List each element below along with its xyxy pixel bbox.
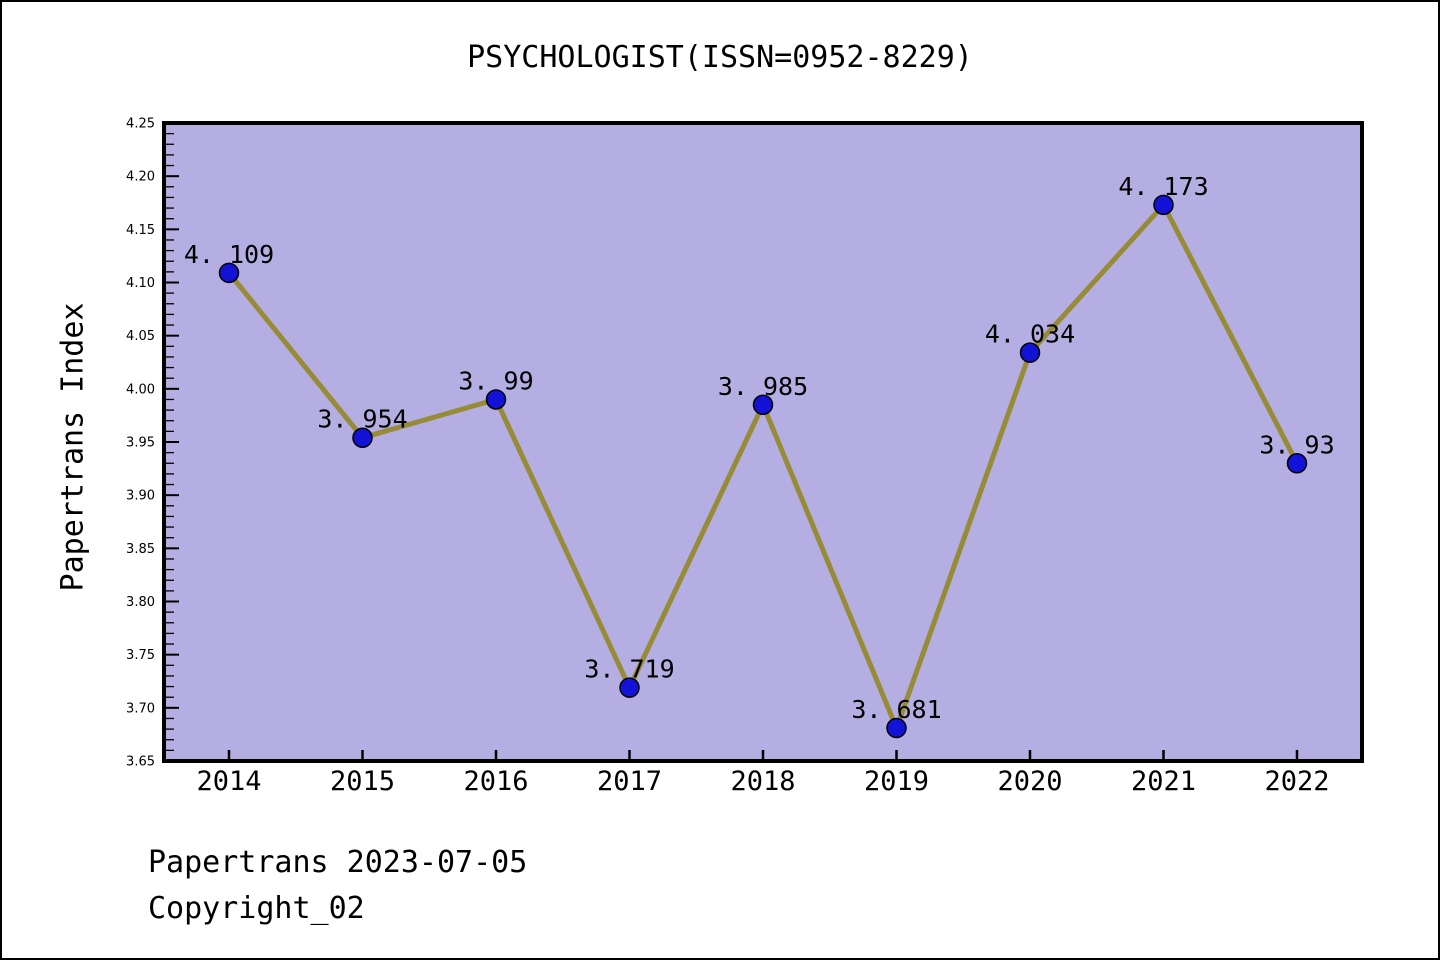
data-point-2014 [218,262,240,284]
y-tick-label: 4.25 [126,117,155,132]
y-tick-label: 4.15 [126,223,155,238]
y-tick-label: 3.70 [126,701,155,716]
data-point-2021 [1153,194,1174,216]
data-point-2022 [1286,453,1308,474]
data-point-2015 [352,427,373,448]
x-tick-label: 2017 [597,766,662,797]
x-tick-label: 2018 [730,766,795,797]
y-tick-label: 3.65 [126,755,155,770]
x-tick-label: 2019 [864,766,929,797]
point-label-2015: 3. 954 [317,405,407,434]
y-tick-label: 3.90 [126,489,155,504]
chart-title: PSYCHOLOGIST(ISSN=0952-8229) [467,40,973,75]
point-label-2017: 3. 719 [584,655,674,684]
y-tick-label: 4.05 [126,329,155,344]
data-point-2020 [1019,342,1041,363]
data-point-2018 [752,394,774,416]
point-label-2021: 4. 173 [1118,172,1208,201]
y-tick-label: 4.00 [126,382,155,397]
x-tick-label: 2022 [1264,766,1329,797]
x-tick-label: 2020 [997,766,1062,797]
y-tick-label: 3.85 [126,542,155,557]
point-label-2016: 3. 99 [458,366,533,395]
data-point-2017 [619,677,640,698]
point-label-2014: 4. 109 [184,240,274,269]
y-tick-label: 4.10 [126,276,155,291]
data-point-2016 [485,389,507,410]
point-label-2020: 4. 034 [985,320,1075,349]
x-tick-label: 2021 [1131,766,1196,797]
y-tick-label: 3.75 [126,648,155,663]
y-tick-label: 3.80 [126,595,155,610]
point-label-2018: 3. 985 [718,372,808,401]
footer-source-date: Papertrans 2023-07-05 [148,845,528,880]
plot-area [162,121,1364,763]
point-label-2022: 3. 93 [1259,430,1334,459]
x-tick-label: 2014 [196,766,261,797]
plot-svg: 3.65 3.70 3.75 3.80 3.85 3.90 3.95 4.00 4.05 4.10… [126,117,1364,797]
footer-copyright: Copyright_02 [148,891,365,926]
point-label-2019: 3. 681 [851,695,941,724]
y-tick-label: 4.20 [126,170,155,185]
x-tick-label: 2015 [330,766,395,797]
y-tick-label: 3.95 [126,436,155,451]
data-point-2019 [886,717,907,739]
x-tick-label: 2016 [463,766,528,797]
